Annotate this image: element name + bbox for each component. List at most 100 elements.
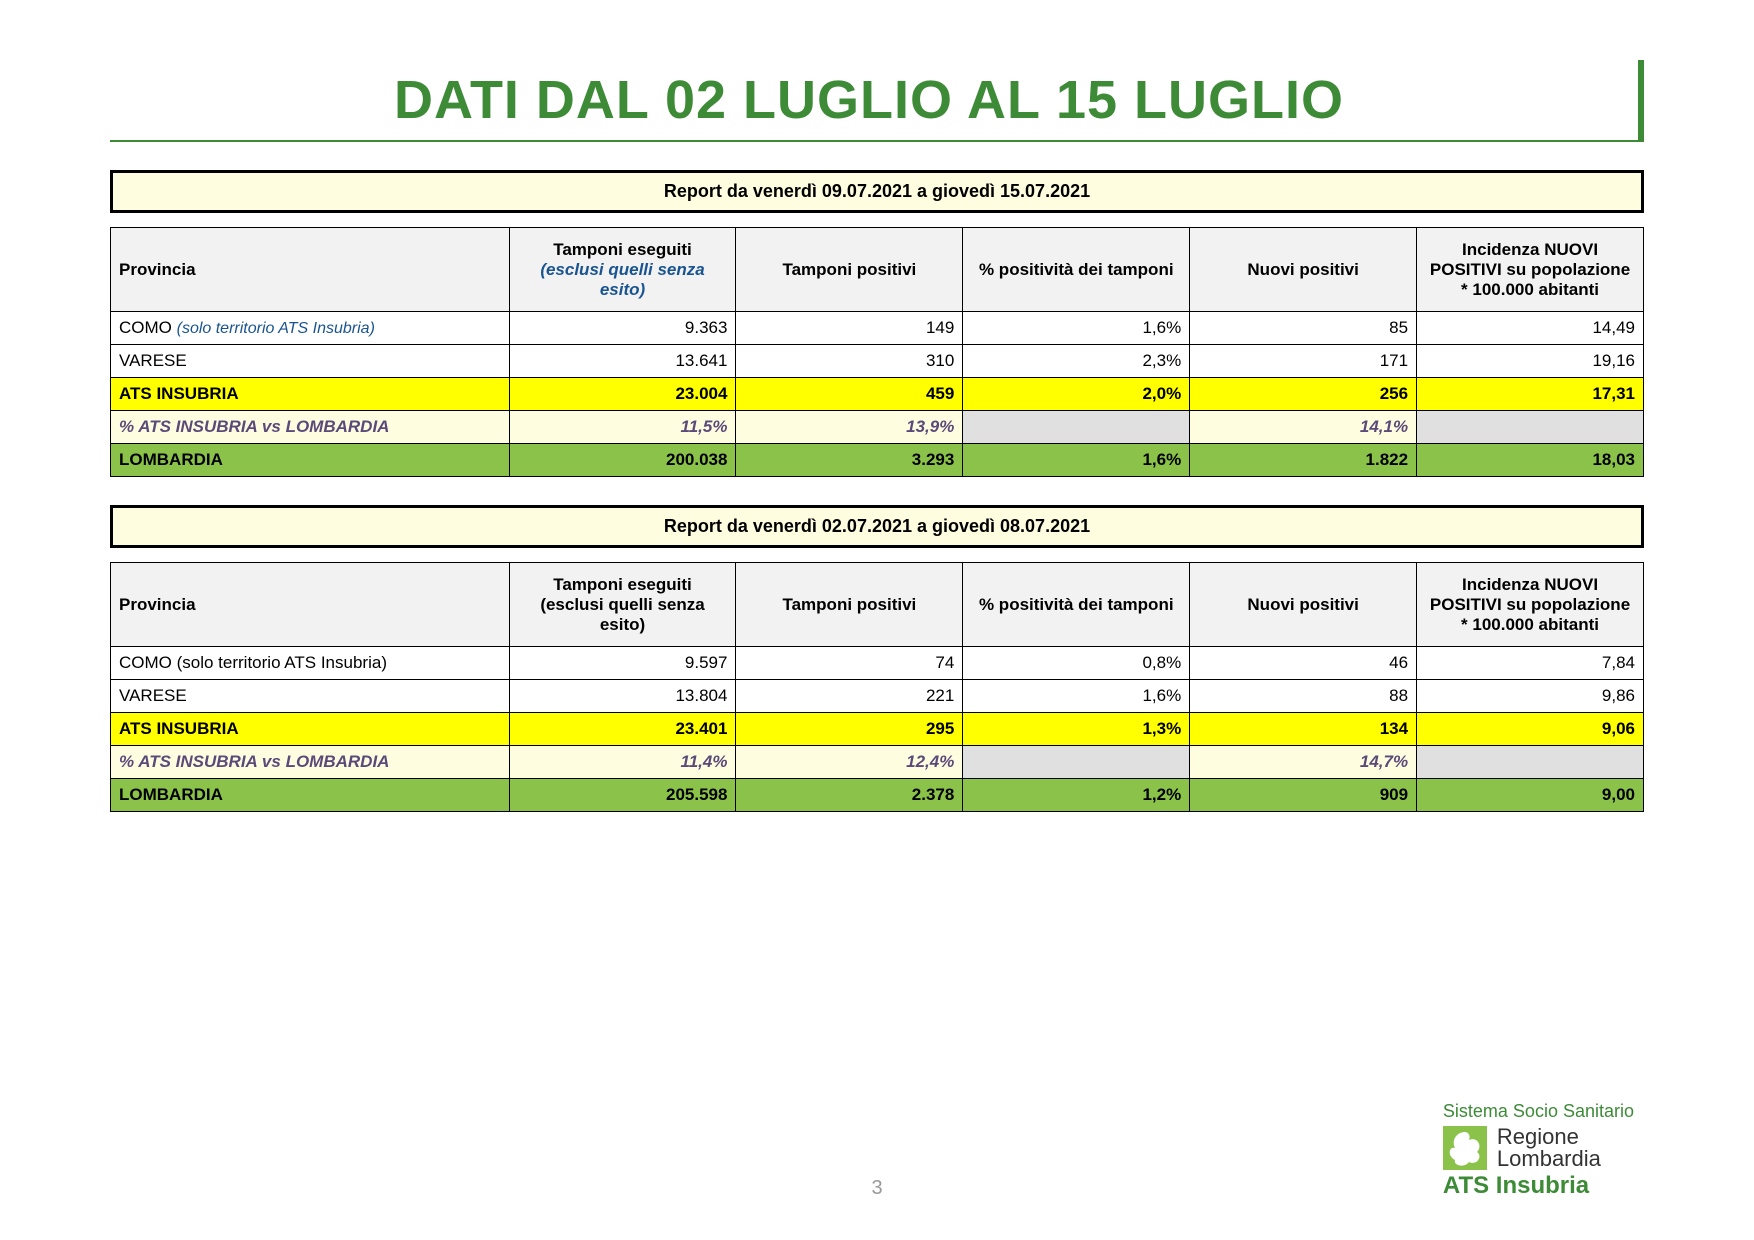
cell: 295	[736, 713, 963, 746]
col-incidenza: Incidenza NUOVI POSITIVI su popolazione …	[1417, 228, 1644, 312]
cell: 1,6%	[963, 312, 1190, 345]
title-row: DATI DAL 02 LUGLIO AL 15 LUGLIO	[110, 60, 1644, 142]
cell: 85	[1190, 312, 1417, 345]
cell: 2.378	[736, 779, 963, 812]
table-row: COMO (solo territorio ATS Insubria) 9.36…	[111, 312, 1644, 345]
cell-label: ATS INSUBRIA	[111, 713, 510, 746]
cell-label: VARESE	[111, 345, 510, 378]
col-pct-positivita: % positività dei tamponi	[963, 228, 1190, 312]
cell: 19,16	[1417, 345, 1644, 378]
table-row-pct: % ATS INSUBRIA vs LOMBARDIA 11,5% 13,9% …	[111, 411, 1644, 444]
col-tamponi-eseguiti-main: Tamponi eseguiti	[553, 240, 692, 259]
table-row: COMO (solo territorio ATS Insubria) 9.59…	[111, 647, 1644, 680]
cell: 11,5%	[509, 411, 736, 444]
title-accent-bar	[1638, 60, 1644, 140]
cell: 221	[736, 680, 963, 713]
report-block-2: Report da venerdì 02.07.2021 a giovedì 0…	[110, 505, 1644, 812]
col-tamponi-positivi: Tamponi positivi	[736, 228, 963, 312]
cell: 9,06	[1417, 713, 1644, 746]
footer-line1: Regione	[1497, 1126, 1601, 1148]
footer-line2: Lombardia	[1497, 1148, 1601, 1170]
cell: 14,1%	[1190, 411, 1417, 444]
cell-empty	[963, 746, 1190, 779]
table-row-ats: ATS INSUBRIA 23.401 295 1,3% 134 9,06	[111, 713, 1644, 746]
footer-logo-block: Sistema Socio Sanitario Regione Lombardi…	[1443, 1101, 1634, 1200]
col-provincia: Provincia	[111, 563, 510, 647]
table-header-row: Provincia Tamponi eseguiti (esclusi quel…	[111, 563, 1644, 647]
footer-logo-row: Regione Lombardia	[1443, 1126, 1634, 1170]
cell: 2,3%	[963, 345, 1190, 378]
cell: 13,9%	[736, 411, 963, 444]
footer-top-text: Sistema Socio Sanitario	[1443, 1101, 1634, 1122]
cell: 13.641	[509, 345, 736, 378]
col-tamponi-eseguiti: Tamponi eseguiti (esclusi quelli senza e…	[509, 563, 736, 647]
cell: 23.004	[509, 378, 736, 411]
cell: 256	[1190, 378, 1417, 411]
table-row: VARESE 13.641 310 2,3% 171 19,16	[111, 345, 1644, 378]
cell: 14,49	[1417, 312, 1644, 345]
cell: 1,6%	[963, 680, 1190, 713]
cell: 1.822	[1190, 444, 1417, 477]
table-header-row: Provincia Tamponi eseguiti (esclusi quel…	[111, 228, 1644, 312]
cell: 17,31	[1417, 378, 1644, 411]
cell: 171	[1190, 345, 1417, 378]
cell: 200.038	[509, 444, 736, 477]
cell: 14,7%	[1190, 746, 1417, 779]
report-2-header: Report da venerdì 02.07.2021 a giovedì 0…	[110, 505, 1644, 548]
label-como-main: COMO	[119, 318, 177, 337]
col-nuovi-positivi: Nuovi positivi	[1190, 228, 1417, 312]
cell: 9.363	[509, 312, 736, 345]
cell-empty	[1417, 411, 1644, 444]
footer-bottom-text: ATS Insubria	[1443, 1172, 1634, 1200]
report-2-table: Provincia Tamponi eseguiti (esclusi quel…	[110, 562, 1644, 812]
cell: 459	[736, 378, 963, 411]
cell: 1,3%	[963, 713, 1190, 746]
cell: 1,6%	[963, 444, 1190, 477]
cell: 134	[1190, 713, 1417, 746]
cell: 310	[736, 345, 963, 378]
table-row-ats: ATS INSUBRIA 23.004 459 2,0% 256 17,31	[111, 378, 1644, 411]
cell: 149	[736, 312, 963, 345]
cell-empty	[1417, 746, 1644, 779]
cell: 23.401	[509, 713, 736, 746]
cell-label: LOMBARDIA	[111, 779, 510, 812]
col-incidenza: Incidenza NUOVI POSITIVI su popolazione …	[1417, 563, 1644, 647]
cell: 88	[1190, 680, 1417, 713]
cell: 9.597	[509, 647, 736, 680]
col-pct-positivita: % positività dei tamponi	[963, 563, 1190, 647]
footer-region-text: Regione Lombardia	[1497, 1126, 1601, 1170]
cell: 3.293	[736, 444, 963, 477]
cell-label: % ATS INSUBRIA vs LOMBARDIA	[111, 411, 510, 444]
page-number: 3	[871, 1177, 882, 1200]
table-row-lombardia: LOMBARDIA 205.598 2.378 1,2% 909 9,00	[111, 779, 1644, 812]
cell: 1,2%	[963, 779, 1190, 812]
cell: 11,4%	[509, 746, 736, 779]
cell-empty	[963, 411, 1190, 444]
page-title: DATI DAL 02 LUGLIO AL 15 LUGLIO	[110, 69, 1628, 131]
cell: 18,03	[1417, 444, 1644, 477]
cell: 46	[1190, 647, 1417, 680]
col-tamponi-positivi: Tamponi positivi	[736, 563, 963, 647]
cell: 2,0%	[963, 378, 1190, 411]
cell: 9,00	[1417, 779, 1644, 812]
cell: 9,86	[1417, 680, 1644, 713]
report-block-1: Report da venerdì 09.07.2021 a giovedì 1…	[110, 170, 1644, 477]
regione-lombardia-icon	[1443, 1126, 1487, 1170]
cell: 205.598	[509, 779, 736, 812]
cell: 0,8%	[963, 647, 1190, 680]
col-tamponi-eseguiti-sub: (esclusi quelli senza esito)	[540, 260, 704, 299]
table-row-lombardia: LOMBARDIA 200.038 3.293 1,6% 1.822 18,03	[111, 444, 1644, 477]
col-provincia: Provincia	[111, 228, 510, 312]
cell-label: VARESE	[111, 680, 510, 713]
report-1-table: Provincia Tamponi eseguiti (esclusi quel…	[110, 227, 1644, 477]
report-1-header: Report da venerdì 09.07.2021 a giovedì 1…	[110, 170, 1644, 213]
cell-label: COMO (solo territorio ATS Insubria)	[111, 312, 510, 345]
cell-label: % ATS INSUBRIA vs LOMBARDIA	[111, 746, 510, 779]
col-nuovi-positivi: Nuovi positivi	[1190, 563, 1417, 647]
cell: 12,4%	[736, 746, 963, 779]
table-row-pct: % ATS INSUBRIA vs LOMBARDIA 11,4% 12,4% …	[111, 746, 1644, 779]
col-tamponi-eseguiti-sub: (esclusi quelli senza esito)	[540, 595, 704, 634]
col-tamponi-eseguiti-main: Tamponi eseguiti	[553, 575, 692, 594]
cell: 7,84	[1417, 647, 1644, 680]
table-row: VARESE 13.804 221 1,6% 88 9,86	[111, 680, 1644, 713]
